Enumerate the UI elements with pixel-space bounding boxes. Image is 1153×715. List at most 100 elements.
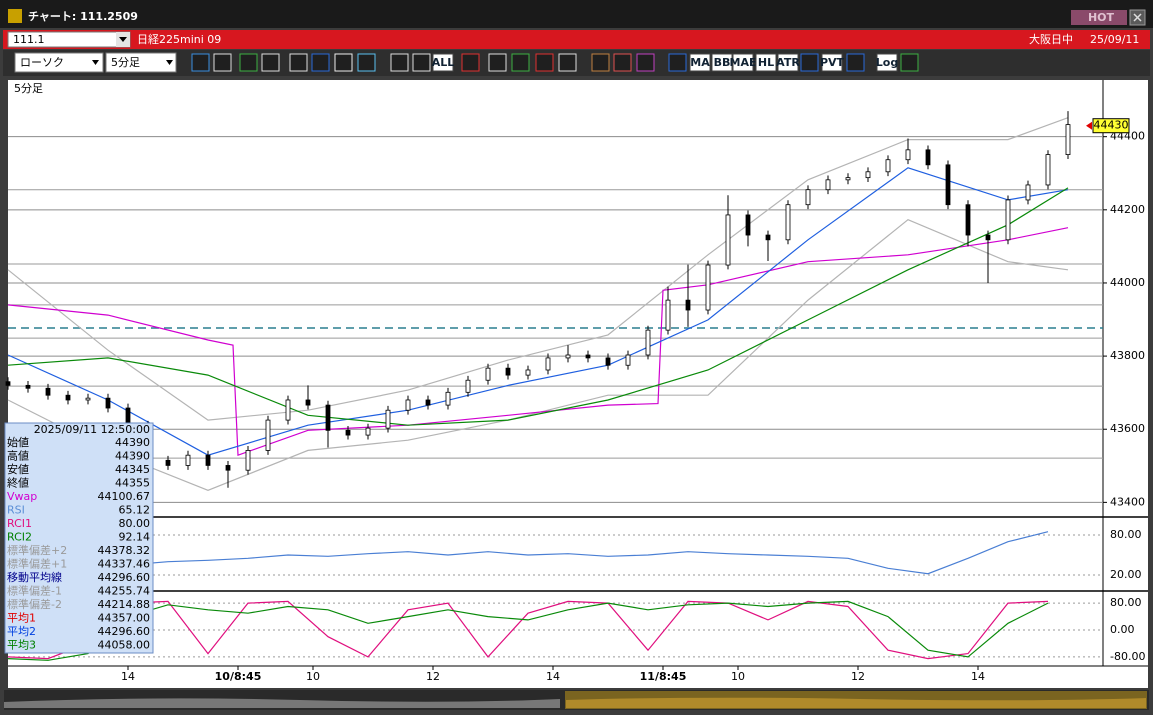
tool-icon[interactable] bbox=[511, 53, 530, 72]
volume-profile bbox=[4, 698, 560, 708]
candle-body bbox=[585, 354, 591, 359]
type-dropdown[interactable] bbox=[14, 52, 104, 73]
price-tag bbox=[1092, 118, 1130, 134]
candle-body bbox=[185, 454, 191, 466]
tool-button[interactable] bbox=[732, 53, 754, 72]
tool-icon[interactable] bbox=[591, 53, 610, 72]
indicator-line bbox=[7, 531, 1049, 575]
tool-button-label[interactable]: BB bbox=[714, 56, 731, 69]
tool-icon[interactable] bbox=[289, 53, 308, 72]
candle-body bbox=[165, 459, 171, 466]
interval-dropdown[interactable] bbox=[105, 52, 177, 73]
candle-body bbox=[985, 234, 991, 241]
info-value: 80.00 bbox=[119, 517, 151, 530]
info-label: 高値 bbox=[7, 449, 29, 463]
info-value: 44390 bbox=[115, 436, 150, 449]
tool-icon[interactable] bbox=[311, 53, 330, 72]
candle-body bbox=[425, 399, 431, 406]
candle-body bbox=[85, 397, 91, 401]
candle-body bbox=[505, 367, 511, 376]
interval-text: 5分足 bbox=[111, 56, 140, 69]
tool-icon[interactable] bbox=[846, 53, 865, 72]
tool-button[interactable] bbox=[689, 53, 711, 72]
tool-button-label[interactable]: Log bbox=[876, 56, 898, 69]
hot-button[interactable] bbox=[1071, 10, 1127, 25]
tool-button[interactable] bbox=[876, 53, 898, 72]
tool-icon[interactable] bbox=[390, 53, 409, 72]
candle-body bbox=[825, 179, 831, 191]
info-value: 44337.46 bbox=[98, 558, 151, 571]
tool-icon[interactable] bbox=[191, 53, 210, 72]
tool-button[interactable] bbox=[777, 53, 799, 72]
info-label: 標準偏差+1 bbox=[7, 557, 67, 571]
tool-button[interactable] bbox=[432, 53, 454, 72]
date: 25/09/11 bbox=[1090, 33, 1139, 46]
candle-body bbox=[25, 384, 31, 389]
y-tick-label: 43800 bbox=[1110, 349, 1145, 362]
session: 大阪日中 bbox=[1029, 32, 1073, 46]
candle-body bbox=[965, 204, 971, 236]
tool-icon[interactable] bbox=[900, 53, 919, 72]
tool-button-label[interactable]: MAE bbox=[730, 56, 757, 69]
x-tick-label: 14 bbox=[121, 670, 135, 683]
info-value: 44296.60 bbox=[98, 571, 151, 584]
arrow-icon bbox=[92, 60, 99, 65]
overlay-line bbox=[7, 187, 1069, 426]
candle-body bbox=[445, 391, 451, 406]
y-tick-label: 44000 bbox=[1110, 276, 1145, 289]
candle-body bbox=[805, 189, 811, 206]
tool-icon[interactable] bbox=[412, 53, 431, 72]
y-tick-label: 80.00 bbox=[1110, 596, 1142, 609]
type-text: ローソク bbox=[20, 56, 64, 69]
candle-body bbox=[785, 204, 791, 241]
hot-label[interactable]: HOT bbox=[1088, 11, 1115, 24]
x-tick-label: 14 bbox=[546, 670, 560, 683]
tool-button-label[interactable]: HL bbox=[758, 56, 774, 69]
axis-area bbox=[1103, 80, 1148, 666]
overlay-line bbox=[7, 117, 1069, 421]
candle-body bbox=[485, 367, 491, 381]
tool-icon[interactable] bbox=[239, 53, 258, 72]
tool-icon[interactable] bbox=[613, 53, 632, 72]
tool-icon[interactable] bbox=[357, 53, 376, 72]
indicator-line bbox=[7, 600, 1049, 660]
candle-body bbox=[405, 399, 411, 411]
panel-label: 5分足 bbox=[14, 82, 43, 95]
candle-body bbox=[1025, 184, 1031, 201]
x-tick-label: 12 bbox=[426, 670, 440, 683]
tool-icon[interactable] bbox=[213, 53, 232, 72]
tool-icon[interactable] bbox=[461, 53, 480, 72]
x-tick-label: 10 bbox=[731, 670, 745, 683]
tool-icon[interactable] bbox=[800, 53, 819, 72]
info-label: 平均2 bbox=[7, 624, 36, 638]
candle-body bbox=[265, 419, 271, 451]
tool-icon[interactable] bbox=[558, 53, 577, 72]
overlay-line bbox=[7, 167, 1069, 456]
info-label: 終値 bbox=[7, 477, 29, 490]
tool-button-label[interactable]: ALL bbox=[432, 56, 455, 69]
tool-icon[interactable] bbox=[488, 53, 507, 72]
tool-icon[interactable] bbox=[668, 53, 687, 72]
tool-button[interactable] bbox=[755, 53, 777, 72]
tool-icon[interactable] bbox=[261, 53, 280, 72]
candle-body bbox=[625, 354, 631, 366]
code-text: 111.1 bbox=[13, 33, 45, 46]
info-label: 始値 bbox=[7, 435, 29, 449]
info-panel bbox=[4, 422, 154, 654]
tool-button-label[interactable]: ATR bbox=[776, 56, 800, 69]
candle-body bbox=[665, 299, 671, 331]
candle-body bbox=[925, 149, 931, 166]
tool-icon[interactable] bbox=[334, 53, 353, 72]
tool-icon[interactable] bbox=[535, 53, 554, 72]
y-tick-label: 43400 bbox=[1110, 495, 1145, 508]
tool-button-label[interactable]: MA bbox=[690, 56, 710, 69]
tool-button[interactable] bbox=[711, 53, 733, 72]
candle-body bbox=[65, 394, 71, 401]
arrow-icon bbox=[119, 37, 127, 42]
tool-button[interactable] bbox=[821, 53, 843, 72]
tool-button-label[interactable]: PVT bbox=[820, 56, 845, 69]
tool-icon[interactable] bbox=[636, 53, 655, 72]
